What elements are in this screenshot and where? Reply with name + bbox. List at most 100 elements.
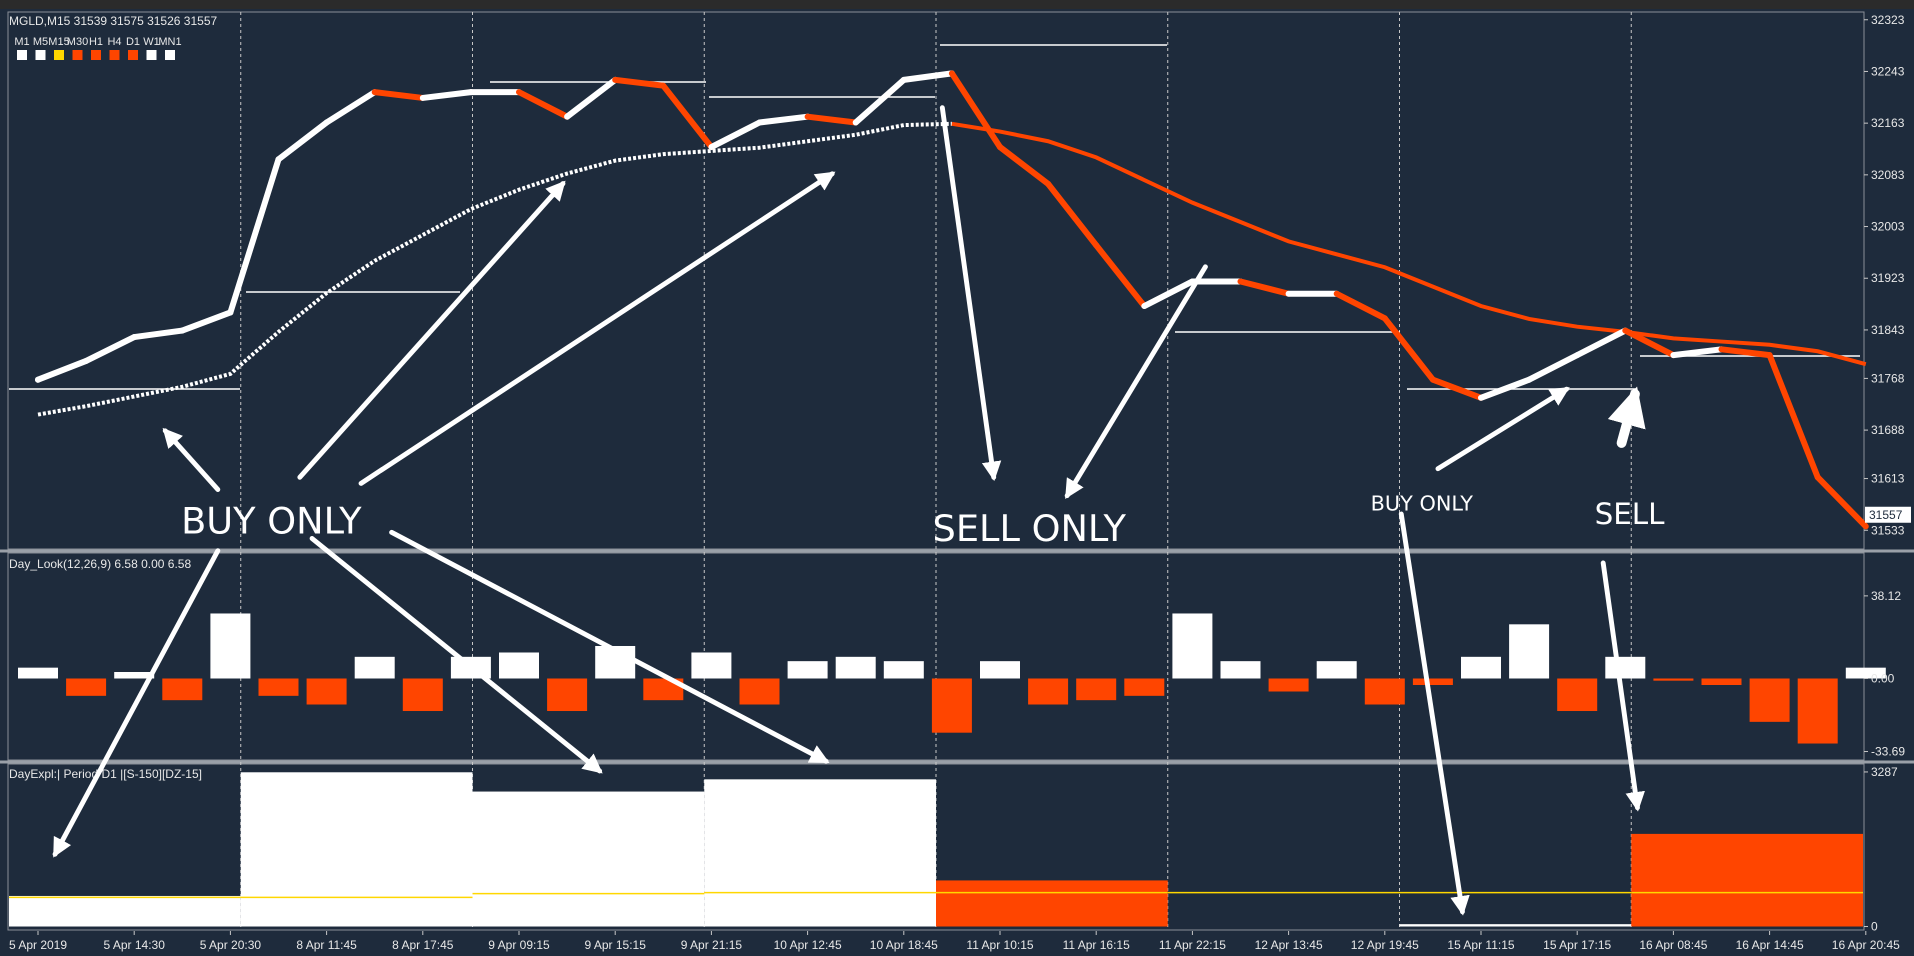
price-segment: [708, 119, 763, 151]
price-segment: [323, 89, 378, 126]
x-tick-label: 15 Apr 11:15: [1447, 938, 1514, 952]
axes: 32323 32243 32163 32083 32003 31923 31843 31768…: [9, 13, 1911, 952]
timeframe-swatch: [109, 50, 120, 60]
timeframe-label: H1: [89, 36, 103, 48]
price-segment: [1574, 327, 1629, 359]
oscillator-title: Day_Look(12,26,9) 6.58 0.00 6.58: [9, 557, 191, 571]
x-tick-label: 10 Apr 18:45: [870, 938, 938, 952]
timeframe-swatch: [146, 50, 157, 60]
oscillator-bar: [1220, 661, 1261, 679]
oscillator-bar: [931, 678, 972, 733]
oscillator-bar: [258, 678, 299, 696]
price-segment: [1718, 346, 1773, 359]
oscillator-bar: [643, 678, 684, 701]
arrow: [297, 180, 566, 480]
timeframe-label: M15: [48, 36, 69, 48]
price-segment: [275, 119, 330, 163]
x-tick-label: 12 Apr 13:45: [1255, 938, 1323, 952]
price-segment: [852, 76, 907, 126]
moving-average: [37, 121, 952, 417]
y-tick-label: -33.69: [1871, 745, 1905, 759]
histogram-block: [1399, 924, 1632, 927]
x-tick-label: 11 Apr 16:15: [1063, 938, 1130, 952]
price-segment: [1141, 278, 1196, 310]
last-price-box: [1865, 506, 1911, 523]
x-tick-label: 16 Apr 08:45: [1639, 938, 1707, 952]
oscillator-bar: [1653, 678, 1694, 681]
annotation: BUY ONLY: [181, 500, 362, 543]
menu-strip: [0, 0, 1914, 9]
price-segment: [1526, 352, 1581, 383]
y-tick-label: 32163: [1871, 116, 1905, 130]
oscillator-bar: [1076, 678, 1117, 701]
oscillator-bar: [210, 613, 251, 679]
price-segment: [756, 113, 811, 126]
histogram-block: [240, 772, 473, 927]
oscillator-bar: [1845, 667, 1886, 679]
price-segment: [179, 309, 234, 334]
price-segment: [804, 113, 859, 126]
price-segment: [997, 144, 1052, 187]
x-tick-label: 16 Apr 20:45: [1832, 938, 1900, 952]
last-price-label: 31557: [1869, 508, 1903, 522]
chart-header: MGLD,M15 31539 31575 31526 31557: [9, 14, 217, 28]
histogram-title: DayExpl:| Period D1 |[S-150][DZ-15]: [9, 767, 202, 781]
price-segment: [660, 82, 715, 151]
plot-layer: [9, 70, 1886, 927]
histogram-block: [472, 791, 705, 927]
x-tick-label: 9 Apr 15:15: [585, 938, 647, 952]
oscillator-bar: [835, 656, 876, 679]
oscillator-bar: [1412, 678, 1453, 686]
histogram-block: [9, 895, 241, 927]
annotation: BUY ONLY: [1371, 491, 1474, 515]
oscillator-bar: [739, 678, 780, 705]
arrow: [309, 536, 603, 774]
price-segment: [1237, 278, 1292, 297]
timeframe-label: D1: [126, 36, 140, 48]
oscillator-bar: [1797, 678, 1838, 744]
histogram-block: [936, 880, 1168, 927]
timeframe-swatch: [35, 50, 46, 60]
x-tick-label: 11 Apr 22:15: [1159, 938, 1226, 952]
timeframe-label: MN1: [158, 36, 181, 48]
oscillator-bar: [18, 667, 58, 679]
y-tick-label: 32243: [1871, 64, 1905, 78]
oscillator-bar: [66, 678, 107, 696]
annotation: SELL: [1595, 497, 1666, 531]
arrow: [1600, 560, 1645, 812]
x-tick-label: 5 Apr 14:30: [104, 938, 166, 952]
oscillator-bar: [1461, 656, 1501, 679]
price-segment: [1622, 327, 1677, 359]
arrow: [162, 427, 221, 492]
price-segment: [1670, 346, 1725, 359]
oscillator-bar: [1605, 656, 1646, 679]
oscillator-bar: [1268, 678, 1309, 692]
x-tick-label: 9 Apr 21:15: [681, 938, 743, 952]
price-segment: [1381, 315, 1436, 383]
arrow: [358, 171, 836, 486]
timeframe-swatch: [54, 50, 64, 60]
price-segment: [564, 76, 619, 120]
oscillator-bar: [547, 678, 588, 712]
y-tick-label: 3287: [1871, 765, 1898, 779]
oscillator-bar: [402, 678, 443, 712]
price-segment: [612, 76, 667, 89]
price-segment: [948, 70, 1003, 151]
oscillator-bar: [1316, 661, 1357, 679]
price-segment: [1333, 290, 1388, 322]
oscillator-bar: [1701, 678, 1742, 686]
x-tick-label: 8 Apr 17:45: [392, 938, 454, 952]
y-tick-label: 32083: [1871, 168, 1905, 182]
x-tick-label: 16 Apr 14:45: [1736, 938, 1804, 952]
timeframe-label: H4: [107, 36, 121, 48]
price-segment: [1045, 180, 1100, 249]
arrow: [1435, 386, 1570, 472]
y-tick-label: 0.00: [1871, 672, 1895, 686]
y-tick-label: 31923: [1871, 271, 1905, 285]
oscillator-bar: [1749, 678, 1790, 722]
price-segment: [227, 156, 282, 316]
price-segment: [516, 89, 571, 120]
x-tick-label: 5 Apr 2019: [9, 938, 67, 952]
